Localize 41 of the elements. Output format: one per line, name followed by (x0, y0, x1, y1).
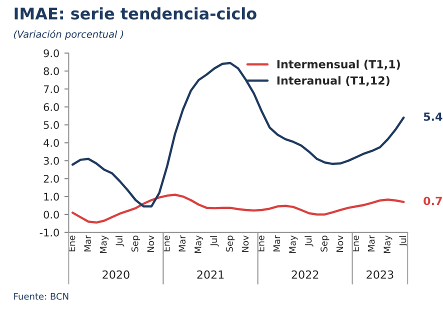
y-tick-label: 2.0 (44, 174, 59, 183)
x-tick-label: Jul (210, 236, 219, 247)
x-tick-label: May (289, 235, 298, 253)
x-tick-label: May (384, 235, 392, 253)
x-tick-label: May (194, 235, 204, 253)
x-tick-label: May (100, 235, 108, 253)
text: 2023 (366, 270, 394, 279)
x-tick-label: Mar (84, 235, 91, 252)
x-tick-label: Sep (320, 236, 330, 252)
x-tick-label: Jul (304, 236, 314, 247)
x-tick-label: Sep (131, 236, 140, 252)
text: 2022 (292, 270, 318, 279)
y-tick-label: 4.0 (44, 138, 59, 147)
y-tick-label: 9.0 (44, 49, 59, 58)
chart-title: IMAE: serie tendencia-ciclo (14, 7, 256, 20)
y-tick-label: 8.0 (44, 67, 59, 76)
legend-label: Interanual (T1,12) (277, 76, 390, 86)
chart-subtitle: (Variación porcentual ) (14, 30, 124, 40)
text: 2020 (102, 270, 130, 279)
x-tick-label: Nov (147, 235, 154, 252)
y-tick-label: 7.0 (44, 85, 59, 94)
line-series (71, 62, 405, 208)
data-label: 5.4 (424, 112, 442, 121)
x-tick-label: Mar (178, 235, 186, 252)
source-note: Fuente: BCN (14, 292, 68, 300)
x-tick-label: Sep (226, 236, 235, 252)
x-tick-label: Jul (116, 236, 124, 247)
text: 2021 (197, 270, 224, 279)
x-tick-label: Nov (242, 235, 249, 252)
y-tick-label: 6.0 (44, 103, 59, 112)
data-label: 0.7 (424, 196, 442, 206)
line-series (71, 194, 405, 224)
y-tick-label: 3.0 (44, 156, 59, 165)
x-tick-label: Mar (368, 235, 375, 252)
y-tick-label: 1.0 (44, 192, 59, 201)
x-tick-label: Mar (273, 235, 280, 252)
y-tick-label: 5.0 (44, 121, 59, 129)
y-tick-label: 0.0 (44, 210, 59, 219)
x-tick-label: Nov (336, 235, 344, 252)
legend-label: Intermensual (T1,1) (277, 60, 400, 70)
y-tick-label: -1.0 (40, 228, 59, 237)
